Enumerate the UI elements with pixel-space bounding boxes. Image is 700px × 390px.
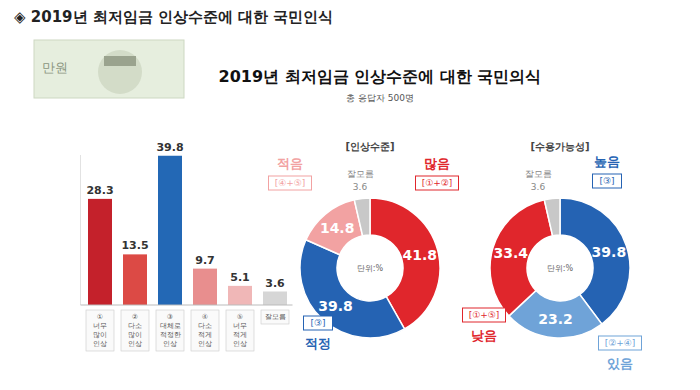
code-box [416,176,459,190]
category-label-line: ② [132,313,138,321]
donut-slice [354,198,370,236]
category-box [156,310,184,351]
bar [123,254,147,305]
code-box [599,336,642,350]
donut-slice [300,240,404,338]
slice-code: [①+②] [422,178,453,188]
subtitle: 총 응답자 500명 [346,93,414,103]
category-label-line: 인상 [163,340,177,348]
code-box [269,176,312,190]
donut-title: [인상수준] [345,141,394,152]
slice-value: 14.8 [320,220,355,236]
bar [158,156,182,305]
category-label-line: 많이 [93,331,107,339]
slice-name: 많음 [424,156,450,171]
category-box [191,310,219,351]
category-box [226,310,254,351]
donut-slice [490,200,553,316]
slice-name: 높음 [594,154,620,169]
category-label-line: 너무 [233,322,247,330]
banknote-hat [104,56,136,66]
bar [263,292,287,306]
category-label: ⑤너무적게인상 [233,313,247,348]
data-label: 9.7 [195,254,215,267]
category-label-line: ① [97,313,103,321]
category-label-line: 인상 [128,340,142,348]
bar-marks [88,156,287,305]
category-label-line: 다소 [198,322,212,330]
category-box [121,310,149,351]
category-label-line: 적게 [233,331,247,339]
slice-code: [③] [310,318,325,328]
chart-title: 2019년 최저임금 인상수준에 대한 국민의식 [219,67,542,86]
slice-name: 낮음 [471,328,497,343]
unit-label: 단위:% [357,264,384,273]
banknote-paper [34,40,184,98]
category-label-line: 인상 [233,340,247,348]
slice-name: 잘모름 [525,169,552,179]
banknote-text: 만원 [42,60,68,75]
baseline [81,305,293,306]
category-label-line: 적게 [198,331,212,339]
code-box [304,316,333,330]
slice-code: [③] [599,176,614,186]
bar [228,286,252,305]
category-label-line: ④ [202,313,208,321]
donut-slice [544,198,560,236]
page: {"header": {"title": "◈ 2019년 최저임금 인상수준에… [0,0,700,390]
page-title: ◈ 2019년 최저임금 인상수준에 대한 국민인식 [14,8,333,26]
banknote: 만원 [34,40,184,98]
category-label-line: 다소 [128,322,142,330]
category-box [86,310,114,351]
category-label-line: ⑤ [237,313,243,321]
slice-value: 3.6 [353,182,368,192]
category-label-line: 인상 [198,340,212,348]
category-label-line: 적정한 [160,331,181,339]
category-label-line: 너무 [93,322,107,330]
slice-value: 3.6 [531,182,546,192]
donut-slice [306,200,363,255]
slice-name: 적정 [305,336,331,351]
category-label-line: ③ [167,313,173,321]
bar-chart: 28.3①너무많이인상13.5②다소많이인상39.8③대체로적정한인상9.7④다… [81,141,293,351]
unit-label: 단위:% [547,264,574,273]
slice-value: 39.8 [592,244,627,260]
code-box [463,308,506,322]
banknote-portrait [98,50,142,94]
category-box [261,310,289,324]
chart-svg: ◈ 2019년 최저임금 인상수준에 대한 국민인식만원 2019년 최저임금 인… [0,0,700,390]
category-label-line: 잘모름 [265,313,286,321]
bar [88,199,112,305]
slice-value: 23.2 [538,311,573,327]
category-label: ②다소많이인상 [128,313,142,348]
code-box [593,174,622,188]
slice-value: 41.8 [403,247,438,263]
data-label: 3.6 [265,277,285,290]
category-label-line: 대체로 [160,322,181,330]
slice-code: [②+④] [605,338,636,348]
category-label-line: 많이 [128,331,142,339]
bar [193,269,217,305]
slice-name: 적음 [277,156,303,171]
donut-chart: [인상수준] 41.8 많음 [①+②] 39.8 적정 [③] 14.8 적음 [④+⑤] 잘모름… [269,141,459,351]
slice-name: 잘모름 [347,169,374,179]
category-label: ③대체로적정한인상 [160,313,181,348]
category-label: 잘모름 [265,313,286,321]
donut-title: [수용가능성] [530,141,589,152]
slice-name: 있음 [607,356,633,371]
data-label: 13.5 [121,239,148,252]
category-label: ①너무많이인상 [93,313,107,348]
data-label: 5.1 [230,271,250,284]
slice-value: 33.4 [493,245,528,261]
slice-code: [④+⑤] [275,178,306,188]
category-label: ④다소적게인상 [198,313,212,348]
data-label: 39.8 [156,141,183,154]
data-label: 28.3 [86,184,113,197]
slice-value: 39.8 [318,298,353,314]
y-axis-line [80,155,81,305]
category-label-line: 인상 [93,340,107,348]
donut-chart: [수용가능성] 39.8 높음 [③] 23.2 있음 [②+④] 33.4 낮음 [①+⑤] 잘모… [463,141,642,371]
slice-code: [①+⑤] [469,310,500,320]
